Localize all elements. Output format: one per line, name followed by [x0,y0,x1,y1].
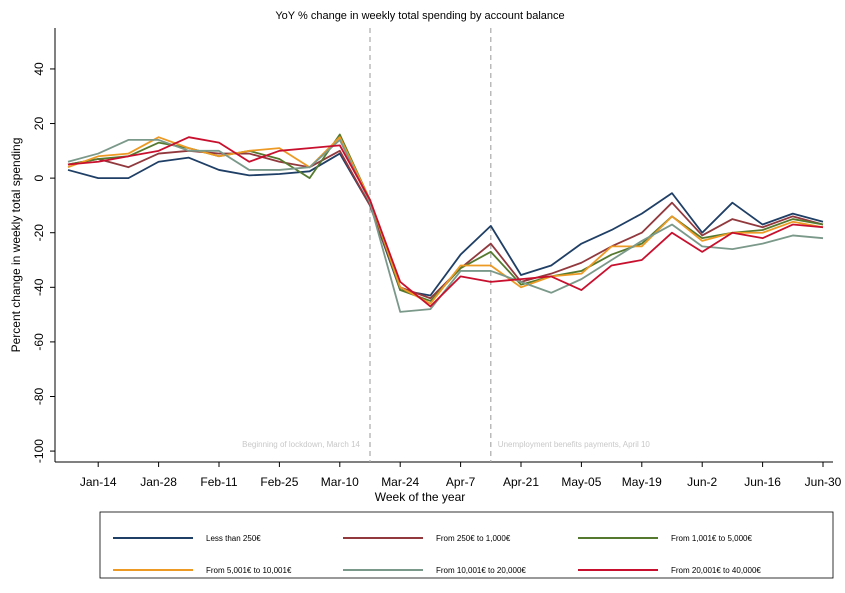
x-tick-label: Jun-16 [744,475,781,489]
y-tick-label: -100 [32,439,46,463]
y-tick-label: -80 [32,387,46,405]
annotation: Unemployment benefits payments, April 10 [498,440,651,449]
x-tick-label: Jun-30 [805,475,842,489]
legend-label: From 250€ to 1,000€ [436,534,511,543]
x-tick-label: Jun-2 [687,475,717,489]
legend-label: From 5,001€ to 10,001€ [206,566,292,575]
legend-label: From 1,001€ to 5,000€ [671,534,752,543]
chart-title: YoY % change in weekly total spending by… [275,10,564,22]
x-tick-label: Feb-25 [260,475,298,489]
legend-label: From 10,001€ to 20,000€ [436,566,526,575]
y-tick-label: 40 [32,62,46,76]
y-tick-label: -60 [32,333,46,351]
x-tick-label: Jan-28 [140,475,177,489]
x-tick-label: Apr-21 [503,475,539,489]
y-tick-label: 0 [32,174,46,181]
x-tick-label: Mar-10 [321,475,359,489]
legend [99,511,834,579]
x-tick-label: Apr-7 [446,475,476,489]
x-axis-title: Week of the year [375,490,466,504]
y-tick-label: -20 [32,224,46,242]
x-tick-label: Jan-14 [80,475,117,489]
x-tick-label: May-19 [622,475,662,489]
series-line [67,136,824,305]
legend-label: Less than 250€ [206,534,261,543]
x-tick-label: Feb-11 [200,475,237,489]
y-axis-title: Percent change in weekly total spending [9,138,23,353]
y-tick-label: -40 [32,278,46,296]
x-tick-label: Mar-24 [381,475,419,489]
legend-label: From 20,001€ to 40,000€ [671,566,761,575]
series-line [67,136,824,308]
x-tick-label: May-05 [561,475,601,489]
series-line [67,139,824,313]
series-line [67,152,824,297]
y-tick-label: 20 [32,117,46,131]
annotation: Beginning of lockdown, March 14 [242,440,360,449]
